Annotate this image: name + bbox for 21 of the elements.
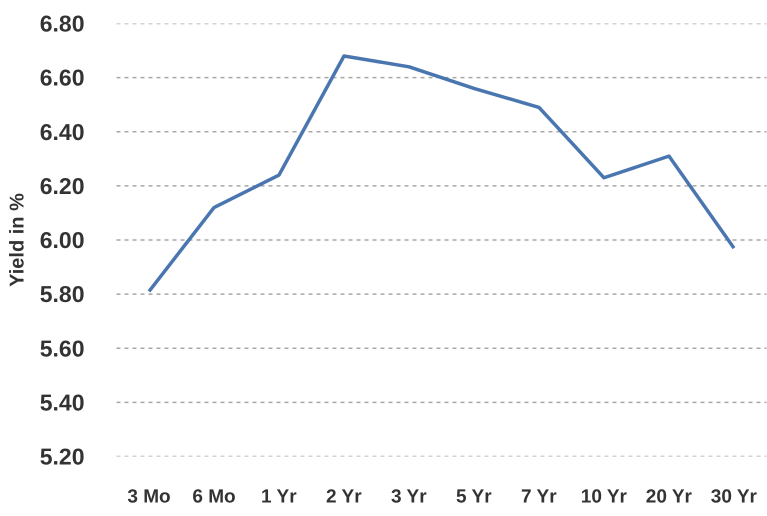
y-tick-label: 5.60 bbox=[40, 335, 84, 362]
x-tick-label: 10 Yr bbox=[580, 486, 628, 508]
y-tick-label: 5.40 bbox=[40, 389, 84, 416]
line-series bbox=[147, 54, 736, 294]
x-tick-label: 20 Yr bbox=[646, 486, 692, 508]
x-tick-label: 3 Mo bbox=[127, 486, 171, 508]
y-tick-label: 6.80 bbox=[40, 10, 84, 36]
x-tick-label: 2 Yr bbox=[326, 486, 362, 508]
x-tick-label: 5 Yr bbox=[456, 486, 492, 508]
y-tick-label: 5.20 bbox=[40, 444, 84, 470]
x-tick-label: 7 Yr bbox=[521, 486, 558, 508]
y-axis-title: Yield in % bbox=[6, 192, 29, 287]
x-tick-label: 30 Yr bbox=[710, 486, 758, 508]
y-tick-label: 6.20 bbox=[40, 172, 84, 199]
x-tick-label: 6 Mo bbox=[192, 486, 236, 508]
y-tick-label: 6.00 bbox=[40, 227, 84, 253]
y-tick-label: 6.40 bbox=[40, 118, 84, 145]
x-tick-label: 3 Yr bbox=[391, 486, 428, 508]
y-tick-label: 6.60 bbox=[40, 64, 84, 91]
x-tick-label: 1 Yr bbox=[261, 486, 298, 508]
y-tick-label: 5.80 bbox=[40, 281, 84, 308]
